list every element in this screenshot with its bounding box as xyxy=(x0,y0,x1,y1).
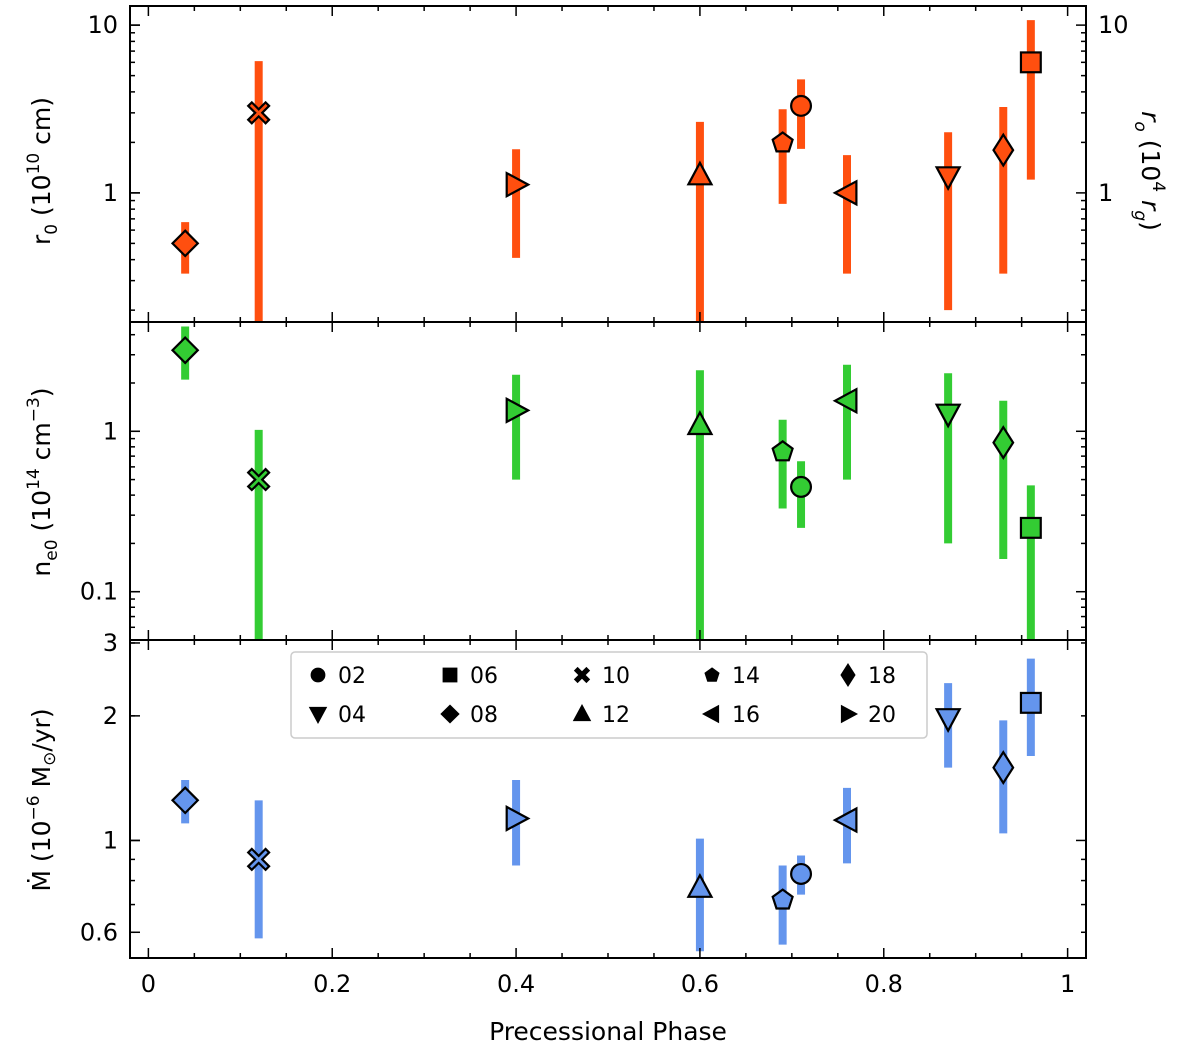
mdot-ytick-label: 2 xyxy=(103,702,118,730)
r0-frame xyxy=(129,5,1087,323)
mdot-point-04 xyxy=(934,708,962,734)
ne0-point-04 xyxy=(934,403,962,429)
ne0-frame xyxy=(129,321,1087,641)
legend-marker-14 xyxy=(704,667,720,682)
legend-label-10: 10 xyxy=(602,664,630,689)
mdot-point-02 xyxy=(790,862,813,885)
xtick-label: 0.4 xyxy=(497,970,535,998)
mdot-ylabel: Ṁ (10−6 M⊙/yr) xyxy=(24,708,60,891)
mdot-ytick-label: 0.6 xyxy=(80,918,118,946)
ne0-point-02 xyxy=(790,475,813,498)
ne0-ylabel: ne0 (1014 cm−3) xyxy=(24,387,62,576)
mdot-ytick-label: 3 xyxy=(103,629,118,657)
legend-label-12: 12 xyxy=(602,703,630,728)
mdot-point-14 xyxy=(771,888,794,910)
xtick-label: 0.8 xyxy=(865,970,903,998)
legend-label-04: 04 xyxy=(338,703,366,728)
mdot-point-16 xyxy=(832,806,858,834)
mdot-point-12 xyxy=(686,872,714,898)
legend-marker-08 xyxy=(440,704,460,724)
mdot-point-08 xyxy=(170,786,200,815)
r0-point-16 xyxy=(832,179,858,207)
mdot-point-20 xyxy=(505,805,531,832)
x-axis-label: Precessional Phase xyxy=(489,1017,727,1046)
r0-point-02 xyxy=(790,94,813,117)
legend-label-16: 16 xyxy=(732,703,760,728)
r0-point-10 xyxy=(246,100,271,125)
ne0-point-06 xyxy=(1019,516,1042,539)
xtick-label: 0.2 xyxy=(313,970,351,998)
ne0-point-12 xyxy=(686,410,714,436)
legend-label-06: 06 xyxy=(470,664,498,689)
r0-point-20 xyxy=(505,171,531,199)
xtick-label: 1 xyxy=(1060,970,1075,998)
mdot-point-18 xyxy=(992,750,1015,786)
legend-marker-12 xyxy=(572,703,592,722)
xtick-label: 0.6 xyxy=(681,970,719,998)
ne0-point-14 xyxy=(771,440,794,462)
legend-marker-20 xyxy=(840,704,859,724)
mdot-point-10 xyxy=(246,847,271,872)
ne0-point-20 xyxy=(505,396,531,424)
xtick-label: 0 xyxy=(141,970,156,998)
legend-marker-16 xyxy=(701,704,720,724)
legend-label-14: 14 xyxy=(732,664,760,689)
legend-label-20: 20 xyxy=(868,703,896,728)
legend-marker-06 xyxy=(442,667,458,683)
legend-marker-18 xyxy=(840,663,856,687)
legend: 02 04 06 08 10 12 14 16 18 20 xyxy=(290,651,928,739)
panel-r0: 1 10 1 10 xyxy=(87,5,1129,323)
r0-point-14 xyxy=(771,131,794,153)
mdot-point-06 xyxy=(1019,691,1042,714)
r0-ylabel: r0 (1010 cm) xyxy=(24,97,62,245)
ne0-point-08 xyxy=(170,336,200,365)
ne0-ytick-label: 1 xyxy=(103,417,118,445)
r0-right-ytick-label: 10 xyxy=(1098,11,1129,39)
r0-point-08 xyxy=(170,229,200,258)
legend-marker-10 xyxy=(573,666,591,684)
r0-ytick-label: 10 xyxy=(87,11,118,39)
legend-marker-02 xyxy=(310,667,326,683)
ne0-point-18 xyxy=(992,425,1015,461)
ne0-point-16 xyxy=(832,387,858,415)
panel-ne0: 0.11 xyxy=(80,321,1087,641)
legend-marker-04 xyxy=(308,706,328,725)
r0-point-18 xyxy=(992,132,1015,168)
r0-point-06 xyxy=(1019,51,1042,74)
mdot-ytick-label: 1 xyxy=(103,826,118,854)
legend-label-02: 02 xyxy=(338,664,366,689)
r0-right-ytick-label: 1 xyxy=(1098,179,1113,207)
ne0-point-10 xyxy=(246,467,271,492)
legend-label-18: 18 xyxy=(868,664,896,689)
r0-point-04 xyxy=(934,166,962,192)
legend-label-08: 08 xyxy=(470,703,498,728)
ne0-ytick-label: 0.1 xyxy=(80,578,118,606)
r0-ytick-label: 1 xyxy=(103,179,118,207)
r0-right-ylabel: ro (104 rg) xyxy=(1130,111,1168,231)
r0-point-12 xyxy=(686,160,714,186)
